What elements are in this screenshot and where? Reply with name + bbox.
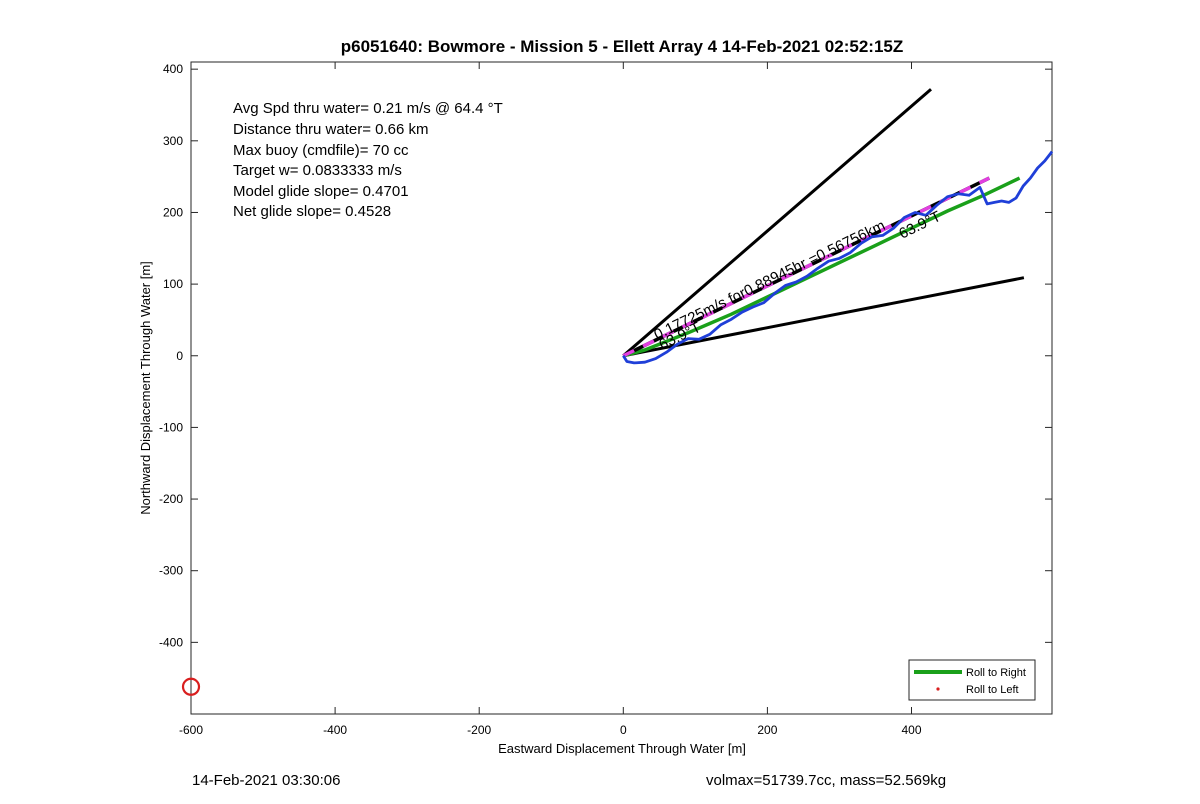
y-tick-label: -400 [159, 635, 183, 649]
annotation-avg-speed: Avg Spd thru water= 0.21 m/s @ 64.4 °T [233, 100, 503, 117]
x-tick-label: 0 [620, 723, 627, 737]
legend-label-roll-right: Roll to Right [966, 667, 1026, 679]
roll-to-right-line [622, 176, 1021, 358]
x-tick-label: -200 [467, 723, 491, 737]
y-axis-label: Northward Displacement Through Water [m] [138, 261, 153, 515]
annotation-model-glide: Model glide slope= 0.4701 [233, 183, 409, 200]
series-layer [181, 88, 1054, 696]
mean-track-dashed [622, 176, 991, 358]
footer-vehicle-info: volmax=51739.7cc, mass=52.569kg [706, 772, 947, 789]
y-tick-label: 400 [163, 62, 183, 76]
glider-track-line [622, 150, 1054, 365]
plot-area [190, 61, 1053, 715]
axis-ticks: -600 -400 -200 0 200 400 -400 -300 -200 -100 0 100 2… [159, 62, 1052, 737]
cone-upper-line [622, 88, 932, 357]
start-marker [181, 677, 201, 696]
annotation-block: Avg Spd thru water= 0.21 m/s @ 64.4 °T D… [233, 100, 503, 220]
x-axis-label: Eastward Displacement Through Water [m] [498, 741, 746, 756]
x-tick-label: 200 [757, 723, 777, 737]
annotation-distance: Distance thru water= 0.66 km [233, 121, 429, 138]
legend-box [908, 659, 1036, 701]
legend-swatch-roll-left [936, 687, 940, 691]
y-tick-label: 0 [176, 349, 183, 363]
cone-lower-line [623, 276, 1025, 358]
x-tick-label: -400 [323, 723, 347, 737]
x-tick-label: -600 [179, 723, 203, 737]
annotation-target-w: Target w= 0.0833333 m/s [233, 162, 402, 179]
legend: Roll to Right Roll to Left [908, 659, 1036, 701]
annotation-net-glide: Net glide slope= 0.4528 [233, 203, 391, 220]
legend-label-roll-left: Roll to Left [966, 684, 1019, 696]
chart-title: p6051640: Bowmore - Mission 5 - Ellett A… [341, 37, 904, 56]
annotation-max-buoy: Max buoy (cmdfile)= 70 cc [233, 142, 409, 159]
footer-timestamp: 14-Feb-2021 03:30:06 [192, 772, 341, 789]
y-tick-label: 300 [163, 134, 183, 148]
y-tick-label: 200 [163, 205, 183, 219]
y-tick-label: -100 [159, 420, 183, 434]
y-tick-label: -200 [159, 492, 183, 506]
y-tick-label: 100 [163, 277, 183, 291]
y-tick-label: -300 [159, 564, 183, 578]
x-tick-label: 400 [901, 723, 921, 737]
